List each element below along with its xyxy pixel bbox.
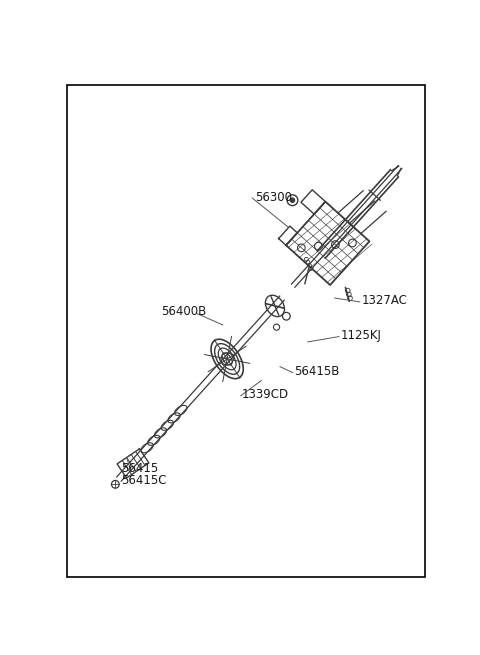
- Text: 1125KJ: 1125KJ: [341, 329, 382, 341]
- Text: 1339CD: 1339CD: [242, 388, 289, 401]
- Text: 1327AC: 1327AC: [361, 294, 408, 307]
- Text: 56415: 56415: [121, 462, 158, 476]
- Text: 56300: 56300: [255, 191, 292, 204]
- Text: 56415C: 56415C: [121, 474, 167, 487]
- Text: 56415B: 56415B: [295, 365, 340, 378]
- Circle shape: [290, 198, 295, 202]
- Text: 56400B: 56400B: [161, 305, 206, 318]
